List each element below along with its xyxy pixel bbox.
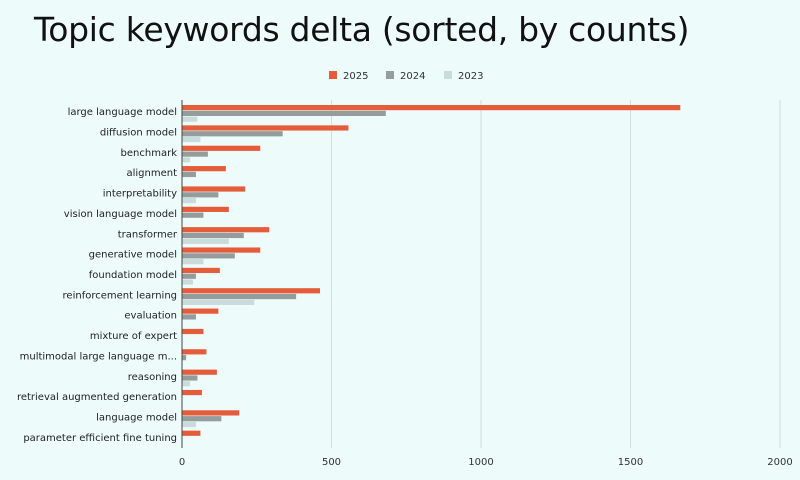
bar-2023-9 [182, 299, 255, 305]
legend-swatch-2023 [444, 71, 452, 79]
category-label: foundation model [89, 270, 177, 281]
bar-2024-13 [182, 375, 198, 381]
bar-2024-6 [182, 232, 244, 239]
x-tick-label: 0 [179, 457, 185, 468]
bar-2023-4 [182, 198, 196, 204]
bars [182, 105, 681, 436]
bar-2025-13 [182, 369, 217, 375]
bar-2023-15 [182, 421, 196, 428]
bar-2024-2 [182, 151, 208, 157]
chart-title: Topic keywords delta (sorted, by counts) [34, 10, 690, 49]
x-tick-label: 1500 [618, 457, 643, 468]
legend-label-2024: 2024 [400, 71, 425, 82]
x-axis-ticks: 0 500 1000 1500 2000 [179, 457, 793, 468]
bar-2023-1 [182, 136, 201, 143]
grid-lines [181, 100, 781, 448]
bar-2024-3 [182, 171, 196, 178]
category-label: multimodal large language m... [20, 351, 177, 362]
category-label: language model [96, 412, 177, 423]
bar-2025-5 [182, 206, 229, 212]
bar-2023-0 [182, 116, 198, 122]
legend-label-2023: 2023 [458, 71, 483, 82]
bar-2024-5 [182, 212, 204, 218]
category-label: parameter efficient fine tuning [23, 433, 177, 444]
bar-2024-10 [182, 314, 196, 320]
bar-2025-11 [182, 328, 204, 335]
category-label: benchmark [121, 148, 178, 159]
bar-2024-0 [182, 110, 386, 116]
bar-2023-13 [182, 381, 190, 387]
bar-2025-1 [182, 125, 349, 131]
bar-2024-12 [182, 355, 187, 361]
legend-swatch-2025 [329, 71, 337, 79]
category-label: transformer [118, 229, 178, 240]
category-label: diffusion model [100, 128, 177, 139]
category-label: large language model [68, 107, 177, 118]
category-label: evaluation [124, 311, 177, 322]
bar-2024-7 [182, 253, 235, 259]
bar-2024-9 [182, 293, 297, 300]
bar-2024-8 [182, 273, 196, 279]
bar-2025-10 [182, 308, 219, 314]
bar-2025-2 [182, 145, 261, 151]
category-labels: large language model diffusion model bench… [17, 107, 178, 444]
category-label: interpretability [103, 189, 177, 200]
bar-2025-12 [182, 349, 207, 355]
bar-2023-8 [182, 279, 193, 285]
bar-2025-3 [182, 166, 226, 172]
bar-2025-7 [182, 247, 261, 253]
bar-2025-9 [182, 288, 321, 294]
x-tick-label: 2000 [767, 457, 792, 468]
category-label: retrieval augmented generation [17, 392, 177, 403]
bar-2025-4 [182, 186, 246, 192]
bar-2024-4 [182, 192, 219, 198]
bar-2024-15 [182, 416, 222, 422]
legend-label-2025: 2025 [343, 71, 368, 82]
bar-2023-7 [182, 259, 204, 265]
bar-2024-1 [182, 131, 283, 137]
category-label: alignment [126, 168, 177, 179]
bar-2025-15 [182, 410, 240, 416]
category-label: reinforcement learning [63, 290, 177, 301]
bar-2025-6 [182, 227, 270, 233]
legend: 2025 2024 2023 [329, 71, 483, 82]
category-label: generative model [89, 250, 177, 261]
bar-2025-0 [182, 105, 681, 111]
category-label: vision language model [64, 209, 177, 220]
x-tick-label: 1000 [468, 457, 493, 468]
bar-2023-6 [182, 238, 229, 244]
category-label: reasoning [128, 372, 177, 383]
category-label: mixture of expert [90, 331, 177, 342]
bar-2025-16 [182, 430, 201, 436]
x-tick-label: 500 [322, 457, 341, 468]
legend-swatch-2024 [386, 71, 394, 79]
bar-2025-14 [182, 389, 202, 396]
bar-2023-2 [182, 157, 190, 163]
bar-2025-8 [182, 267, 220, 274]
